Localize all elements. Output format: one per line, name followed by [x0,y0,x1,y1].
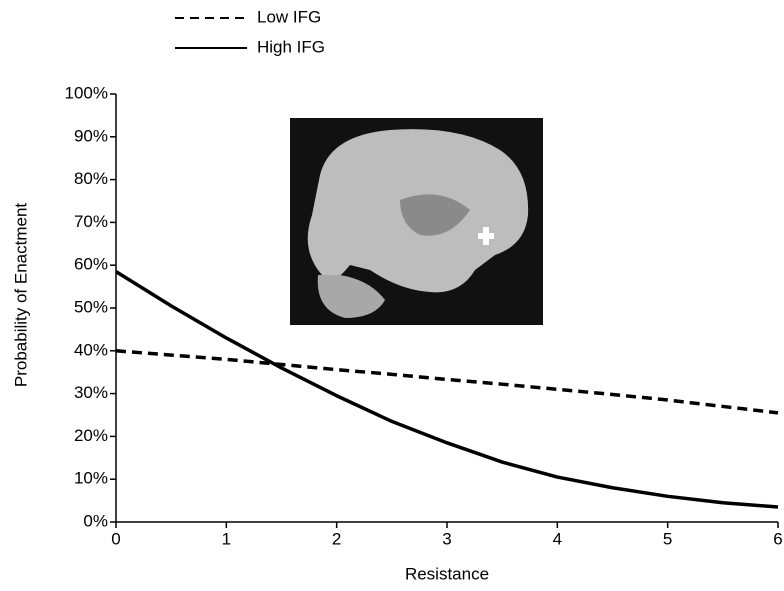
legend-label: Low IFG [257,7,321,26]
y-tick-label: 100% [65,83,108,102]
series-line [116,351,778,413]
y-tick-label: 40% [74,340,108,359]
y-tick-label: 90% [74,126,108,145]
y-tick-label: 30% [74,383,108,402]
x-tick-label: 2 [332,529,341,548]
brain-inset [290,118,543,325]
x-tick-label: 5 [663,529,672,548]
y-tick-label: 60% [74,255,108,274]
y-tick-label: 10% [74,469,108,488]
y-tick-label: 50% [74,297,108,316]
x-axis-title: Resistance [405,564,489,583]
y-axis-title: Probability of Enactment [11,203,30,388]
x-tick-label: 0 [111,529,120,548]
x-tick-label: 6 [773,529,782,548]
y-tick-label: 70% [74,212,108,231]
chart: Probability of Enactment Resistance 0%10… [0,0,784,586]
x-tick-label: 4 [553,529,562,548]
y-tick-label: 20% [74,426,108,445]
x-tick-label: 3 [442,529,451,548]
y-tick-label: 0% [83,511,108,530]
x-tick-label: 1 [222,529,231,548]
y-tick-label: 80% [74,169,108,188]
legend-label: High IFG [257,37,325,56]
